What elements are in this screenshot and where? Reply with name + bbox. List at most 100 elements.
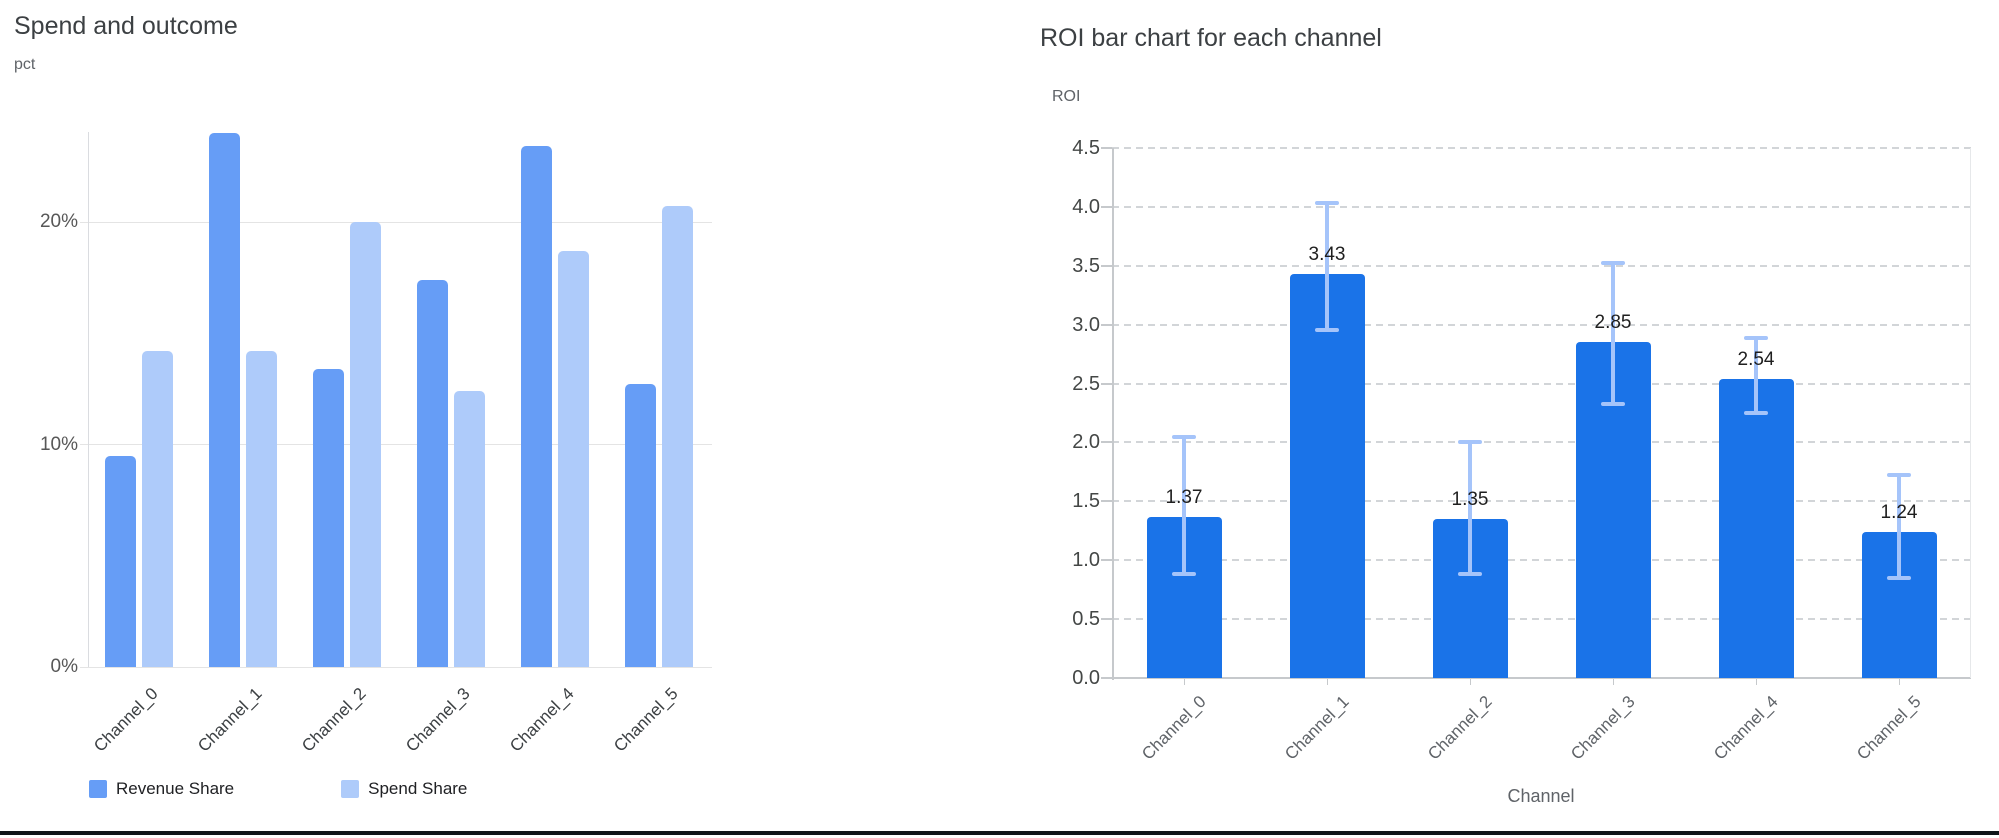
x-tick-label-channel_4: Channel_4 (1709, 692, 1782, 764)
x-tick-label-channel_5: Channel_5 (1852, 692, 1925, 764)
x-tick-mark (1898, 679, 1900, 685)
spend-outcome-y-axis-unit: pct (14, 56, 36, 73)
y-tick-mark (80, 444, 88, 445)
bar-value-label-channel_4: 2.54 (1737, 348, 1775, 370)
bar-roi-channel_4[interactable] (1718, 378, 1794, 678)
bar-revenue-share-channel_4[interactable] (520, 146, 552, 667)
gridline-20% (88, 221, 712, 223)
error-bar-cap-top-channel_0 (1172, 434, 1196, 439)
spend-share-legend-label: Spend Share (368, 779, 468, 798)
y-axis-line (88, 132, 89, 667)
error-bar-cap-bottom-channel_0 (1172, 572, 1196, 577)
x-axis-line (1112, 677, 1971, 679)
error-bar-stem-channel_4 (1754, 337, 1758, 413)
x-tick-label-channel_1: Channel_1 (1280, 692, 1353, 764)
y-tick-label: 4.5 (1072, 136, 1100, 159)
error-bar-stem-channel_1 (1325, 203, 1329, 331)
y-tick-label: 20% (39, 211, 78, 232)
y-tick-label: 3.0 (1072, 313, 1100, 336)
y-tick-mark (1101, 559, 1112, 562)
y-tick-mark (1101, 618, 1112, 621)
y-tick-label: 0.0 (1072, 667, 1100, 689)
gridline-4.5 (1112, 146, 1971, 149)
window-bottom-border (0, 831, 1999, 835)
y-tick-mark (1101, 382, 1112, 385)
bar-value-label-channel_5: 1.24 (1880, 501, 1918, 523)
error-bar-cap-top-channel_3 (1601, 261, 1625, 266)
bar-spend-share-channel_4[interactable] (557, 250, 589, 667)
error-bar-stem-channel_2 (1468, 442, 1472, 575)
y-tick-mark (1101, 205, 1112, 208)
x-tick-label-channel_3: Channel_3 (1566, 692, 1639, 764)
roi-x-axis-title: Channel (1507, 786, 1575, 806)
bar-value-label-channel_0: 1.37 (1165, 486, 1203, 508)
error-bar-cap-bottom-channel_1 (1315, 328, 1339, 333)
error-bar-stem-channel_5 (1897, 475, 1901, 578)
y-tick-label: 1.5 (1072, 490, 1100, 513)
bar-revenue-share-channel_2[interactable] (312, 368, 344, 667)
y-tick-mark (1101, 500, 1112, 503)
gridline-4.0 (1112, 205, 1971, 208)
gridline-2.5 (1112, 382, 1971, 385)
error-bar-cap-top-channel_1 (1315, 201, 1339, 206)
bar-revenue-share-channel_5[interactable] (624, 384, 656, 667)
y-tick-label: 0% (50, 656, 78, 677)
y-tick-label: 0.5 (1072, 608, 1100, 631)
gridline-0% (88, 666, 712, 668)
gridline-10% (88, 444, 712, 445)
roi-chart-title: ROI bar chart for each channel (1040, 24, 1382, 52)
bar-value-label-channel_3: 2.85 (1594, 312, 1632, 334)
gridline-1.0 (1112, 559, 1971, 562)
y-tick-label: 2.0 (1072, 431, 1100, 454)
plot-right-border (1970, 148, 1971, 678)
bar-value-label-channel_1: 3.43 (1308, 243, 1346, 265)
y-tick-label: 2.5 (1072, 372, 1100, 395)
error-bar-cap-top-channel_5 (1887, 473, 1911, 478)
bar-revenue-share-channel_3[interactable] (416, 279, 448, 667)
y-axis-line (1112, 148, 1114, 680)
error-bar-stem-channel_3 (1611, 263, 1615, 404)
x-tick-mark (1183, 679, 1185, 685)
spend-outcome-chart-title: Spend and outcome (14, 12, 238, 40)
y-tick-mark (1101, 146, 1112, 149)
error-bar-cap-bottom-channel_5 (1887, 575, 1911, 580)
x-tick-label-channel_0: Channel_0 (1137, 692, 1210, 764)
bar-spend-share-channel_1[interactable] (245, 351, 277, 667)
legend-item-revenue-share[interactable]: Revenue Share (89, 779, 234, 799)
error-bar-cap-bottom-channel_3 (1601, 401, 1625, 406)
bar-spend-share-channel_2[interactable] (349, 222, 381, 667)
bar-spend-share-channel_3[interactable] (453, 391, 485, 667)
y-tick-mark (1101, 441, 1112, 444)
revenue-share-swatch (89, 780, 107, 798)
y-tick-mark (80, 666, 88, 668)
error-bar-cap-top-channel_2 (1458, 440, 1482, 445)
x-tick-mark (1469, 679, 1471, 685)
y-tick-label: 4.0 (1072, 195, 1100, 218)
x-tick-mark (1326, 679, 1328, 685)
bar-revenue-share-channel_1[interactable] (208, 133, 240, 667)
roi-y-axis-unit: ROI (1052, 88, 1081, 105)
bar-spend-share-channel_5[interactable] (661, 206, 693, 667)
x-tick-mark (1612, 679, 1614, 685)
error-bar-stem-channel_0 (1182, 436, 1186, 575)
gridline-3.0 (1112, 323, 1971, 326)
gridline-3.5 (1112, 264, 1971, 267)
bar-roi-channel_1[interactable] (1289, 273, 1365, 678)
spend-outcome-legend: Revenue Share Spend Share (89, 779, 467, 799)
gridline-2.0 (1112, 441, 1971, 444)
y-tick-label: 1.0 (1072, 549, 1100, 572)
bar-value-label-channel_2: 1.35 (1451, 488, 1489, 510)
error-bar-cap-bottom-channel_4 (1744, 410, 1768, 415)
y-tick-label: 3.5 (1072, 254, 1100, 277)
legend-item-spend-share[interactable]: Spend Share (341, 779, 467, 799)
spend-share-swatch (341, 780, 360, 798)
error-bar-cap-top-channel_4 (1744, 335, 1768, 340)
y-tick-mark (1101, 323, 1112, 326)
bar-revenue-share-channel_0[interactable] (104, 455, 136, 667)
bar-spend-share-channel_0[interactable] (141, 351, 173, 667)
y-tick-mark (1101, 677, 1112, 679)
y-tick-mark (1101, 264, 1112, 267)
